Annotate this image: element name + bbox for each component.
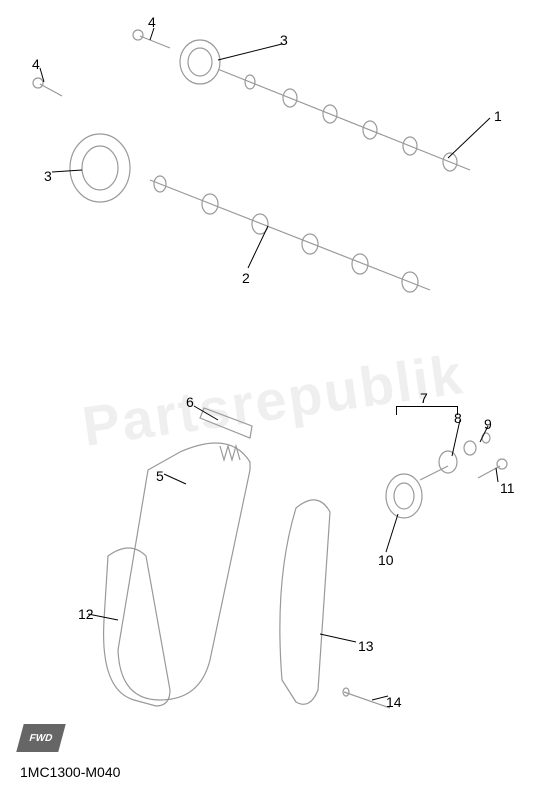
callout-1: 1 (494, 108, 502, 124)
fwd-label: FWD (28, 733, 54, 744)
callout-3a: 3 (280, 32, 288, 48)
callout-6: 6 (186, 394, 194, 410)
callout-14: 14 (386, 694, 402, 710)
callout-4b: 4 (32, 56, 40, 72)
callout-9: 9 (484, 416, 492, 432)
callout-12: 12 (78, 606, 94, 622)
exploded-diagram-svg (0, 0, 546, 800)
part-number-label: 1MC1300-M040 (20, 764, 120, 780)
callout-2: 2 (242, 270, 250, 286)
bracket-callout-7 (396, 406, 458, 415)
callout-11: 11 (500, 480, 515, 496)
fwd-badge: FWD (16, 724, 66, 752)
callout-13: 13 (358, 638, 374, 654)
callout-7: 7 (420, 390, 428, 406)
callout-5: 5 (156, 468, 164, 484)
callout-8: 8 (454, 410, 462, 426)
callout-3b: 3 (44, 168, 52, 184)
callout-4a: 4 (148, 14, 156, 30)
callout-10: 10 (378, 552, 394, 568)
